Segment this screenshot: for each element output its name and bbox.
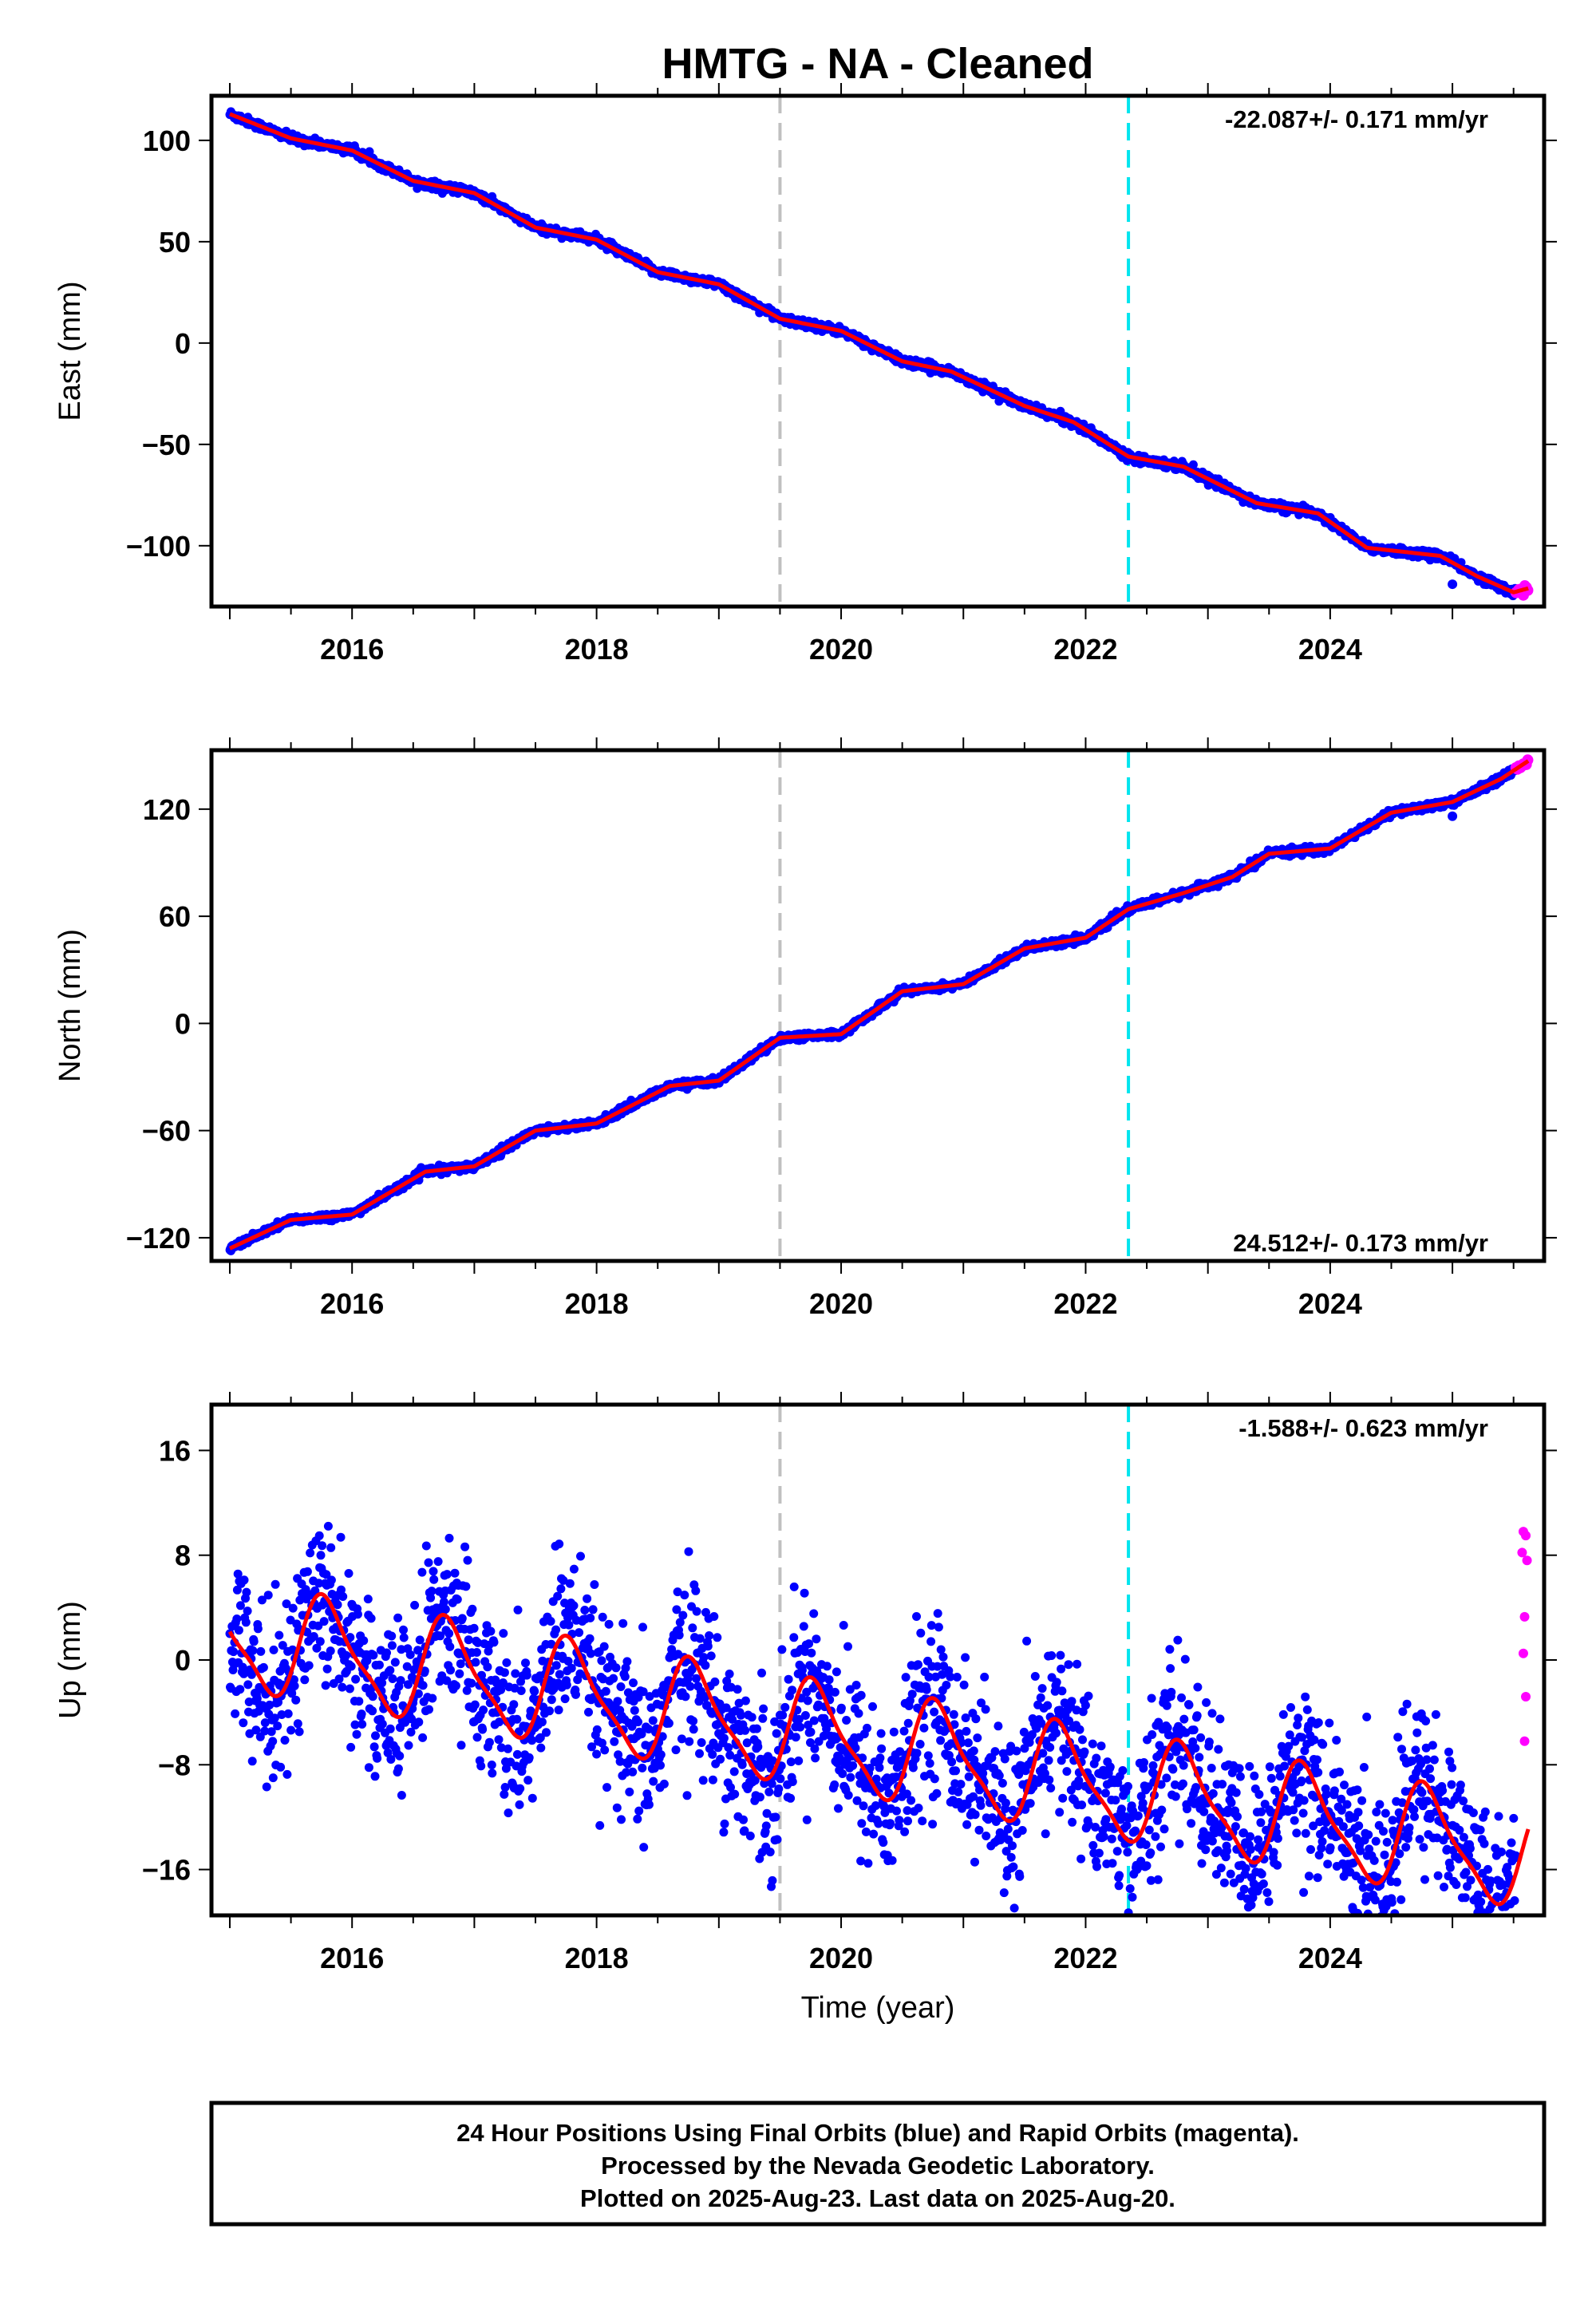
x-tick-label: 2016: [320, 633, 384, 666]
data-point: [1188, 460, 1198, 469]
figure-title: HMTG - NA - Cleaned: [662, 40, 1093, 88]
y-tick-label: −120: [126, 1222, 191, 1255]
east-panel: 2016 2018 2020 2022 2024 100 50 0 −50 −100 East (m…: [53, 83, 1557, 666]
x-tick-label: 2024: [1298, 633, 1362, 666]
y-axis-label: East (mm): [53, 281, 87, 421]
rate-annotation: 24.512+/- 0.173 mm/yr: [1233, 1229, 1488, 1257]
x-tick-label: 2016: [320, 1287, 384, 1320]
y-tick-label: 0: [175, 1007, 191, 1040]
plot-frame: [209, 93, 1547, 609]
y-tick-label: 50: [159, 226, 191, 259]
y-tick-label: −100: [126, 530, 191, 563]
y-tick-label: 60: [159, 900, 191, 933]
y-axis-label: North (mm): [53, 929, 87, 1082]
y-tick-label: 0: [175, 327, 191, 360]
y-tick-label: 100: [143, 124, 191, 157]
x-tick-label: 2020: [809, 633, 873, 666]
final-orbit-points: [225, 763, 1520, 1255]
y-axis: 100 50 0 −50 −100: [126, 124, 1557, 563]
y-axis: 120 60 0 −60 −120: [126, 793, 1557, 1255]
data-point: [232, 1614, 242, 1623]
north-panel: 2016 2018 2020 2022 2024 120 60 0 −60 −120 North (…: [53, 737, 1557, 1320]
data-point: [229, 1647, 239, 1657]
x-axis: 2016 2018 2020 2022 2024: [228, 83, 1515, 666]
y-tick-label: 120: [143, 793, 191, 826]
x-tick-label: 2018: [565, 1287, 629, 1320]
outlier-point: [1448, 811, 1458, 821]
model-fit-line: [229, 112, 1530, 595]
plot-area: [225, 96, 1534, 607]
x-tick-label: 2022: [1053, 633, 1117, 666]
rate-annotation: -22.087+/- 0.171 mm/yr: [1225, 105, 1488, 133]
final-orbit-points: [225, 1521, 1520, 1915]
y-tick-label: −50: [142, 429, 191, 461]
data-point: [231, 1709, 240, 1718]
y-tick-label: −60: [142, 1115, 191, 1148]
x-tick-label: 2024: [1298, 1287, 1362, 1320]
plot-area: [225, 750, 1534, 1261]
x-tick-label: 2022: [1053, 1287, 1117, 1320]
outlier-point: [1448, 579, 1458, 590]
x-tick-label: 2018: [565, 633, 629, 666]
x-tick-label: 2020: [809, 1287, 873, 1320]
